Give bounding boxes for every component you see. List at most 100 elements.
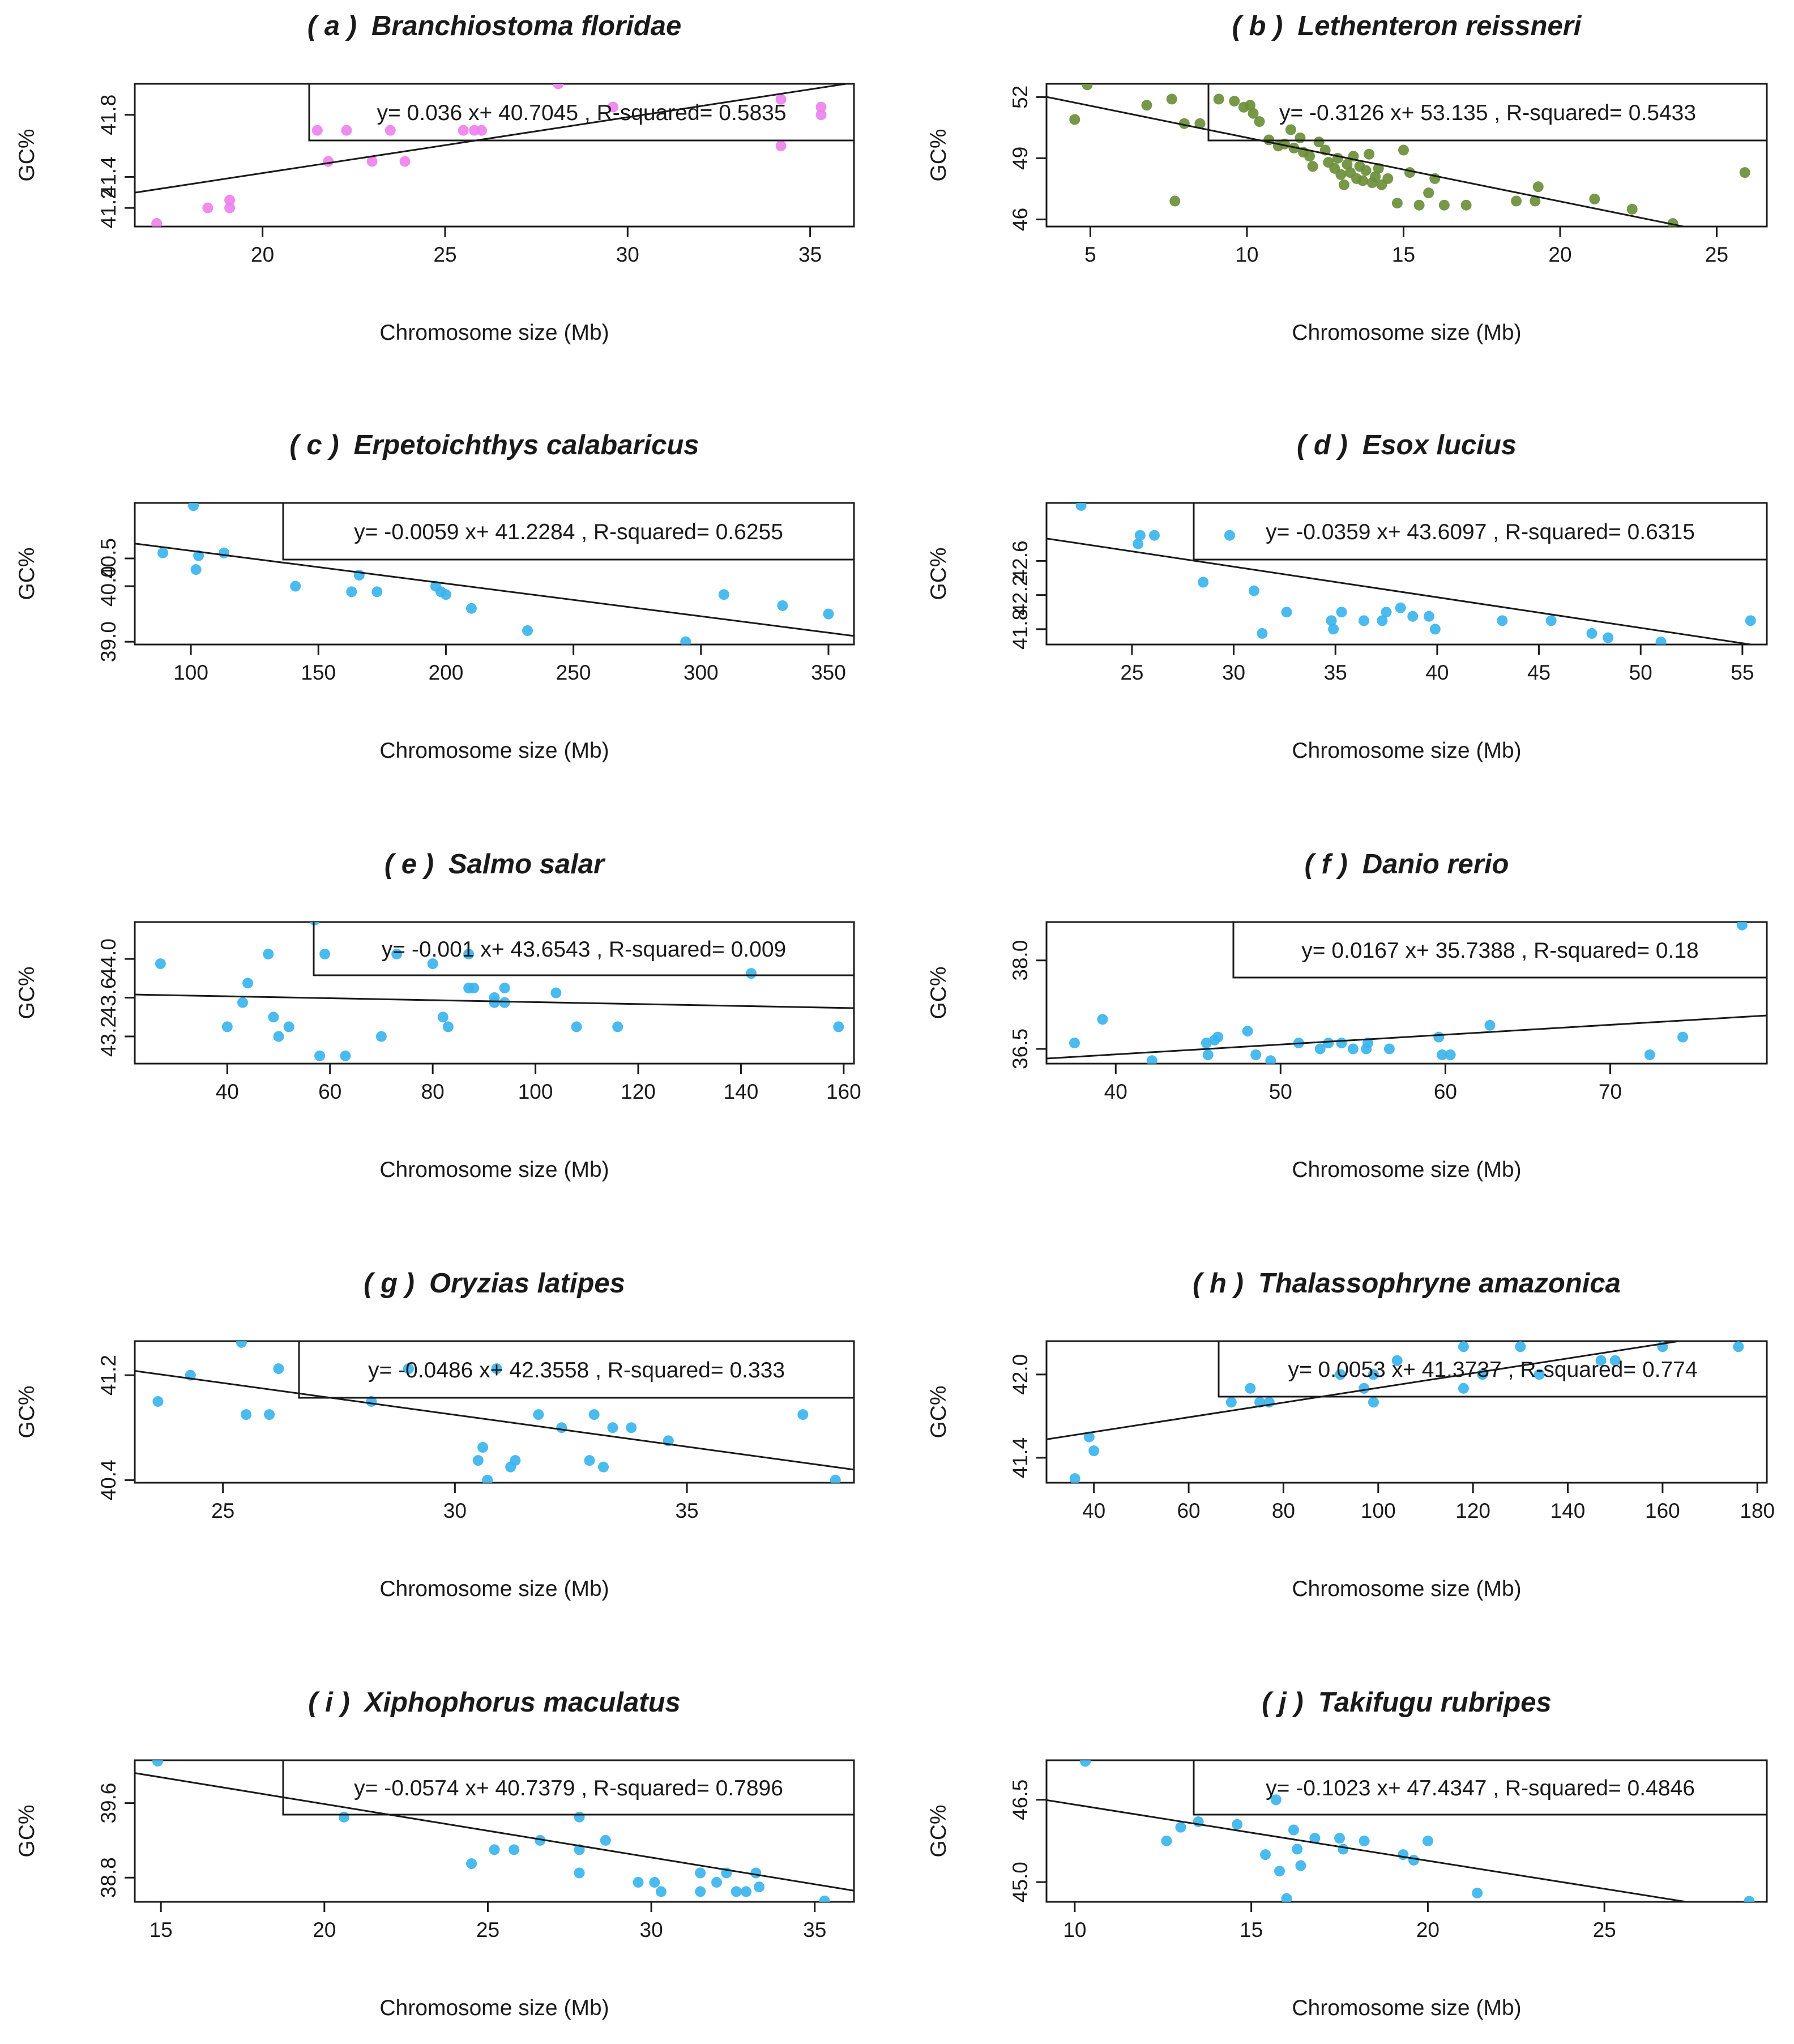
- x-tick-label: 15: [1392, 243, 1415, 266]
- x-tick-label: 35: [803, 1918, 826, 1941]
- data-point: [1304, 151, 1315, 162]
- data-point: [1249, 585, 1260, 596]
- x-axis-label: Chromosome size (Mb): [1292, 1577, 1521, 1601]
- data-point: [695, 1867, 706, 1879]
- x-tick-label: 20: [251, 243, 274, 266]
- plot-frame: [1045, 1759, 1768, 1903]
- plot-frame: [134, 1340, 855, 1484]
- y-tick-label: 39.0: [97, 621, 120, 662]
- data-point: [1342, 159, 1353, 170]
- panel-label: ( j ): [1262, 1687, 1303, 1718]
- data-point: [1472, 1887, 1483, 1898]
- y-tick-label: 41.8: [97, 95, 120, 135]
- data-point: [1141, 100, 1152, 111]
- data-point: [1381, 607, 1392, 618]
- data-point: [1295, 132, 1306, 143]
- x-tick-label: 60: [1434, 1080, 1457, 1103]
- y-tick-label: 36.5: [1009, 1029, 1032, 1069]
- data-point: [1359, 1835, 1370, 1846]
- data-point: [1069, 1473, 1080, 1483]
- data-point: [290, 581, 301, 592]
- data-point: [1075, 503, 1087, 511]
- data-point: [1314, 1043, 1326, 1055]
- data-point: [1370, 171, 1381, 182]
- data-point: [472, 1455, 484, 1466]
- panel-title: ( a ) Branchiostoma floridae: [307, 11, 681, 41]
- legend-box: y= -0.0486 x+ 42.3558 , R-squared= 0.333: [298, 1341, 854, 1399]
- data-point: [1069, 1038, 1080, 1049]
- panel-title: ( f ) Danio rerio: [1305, 849, 1509, 880]
- data-point: [1254, 116, 1265, 127]
- data-point: [1336, 607, 1347, 618]
- data-point: [1254, 1397, 1266, 1408]
- x-tick-label: 80: [421, 1080, 445, 1103]
- plot-frame: [134, 502, 855, 646]
- data-point: [1328, 624, 1339, 635]
- x-tick-label: 250: [556, 661, 591, 684]
- data-point: [1515, 1341, 1526, 1352]
- panel-title: ( g ) Oryzias latipes: [364, 1268, 625, 1299]
- panel-label: ( f ): [1305, 849, 1348, 880]
- x-axis-label: Chromosome size (Mb): [379, 1577, 609, 1601]
- data-point: [1603, 632, 1614, 643]
- data-point: [311, 125, 323, 136]
- data-point: [509, 1844, 520, 1855]
- data-point: [1429, 624, 1441, 635]
- data-point: [1257, 628, 1268, 639]
- legend-border: [1218, 1341, 1767, 1398]
- x-tick-label: 15: [1240, 1918, 1263, 1941]
- data-point: [633, 1876, 644, 1888]
- data-point: [314, 1050, 326, 1061]
- panel-title: ( j ) Takifugu rubripes: [1262, 1687, 1552, 1718]
- data-point: [1335, 1369, 1346, 1380]
- x-tick-label: 70: [1599, 1080, 1622, 1103]
- x-tick-label: 35: [1324, 661, 1347, 684]
- x-tick-label: 150: [301, 661, 336, 684]
- data-point: [535, 1834, 546, 1846]
- data-point: [1332, 152, 1343, 164]
- data-point: [626, 1422, 637, 1433]
- data-point: [1383, 1043, 1395, 1055]
- data-point: [1404, 167, 1416, 178]
- data-point: [1359, 615, 1370, 626]
- scatter-points: [151, 84, 827, 227]
- y-tick-label: 44.0: [97, 938, 120, 979]
- data-point: [338, 1811, 349, 1823]
- regression-equation: y= -0.001 x+ 43.6543 , R-squared= 0.009: [382, 937, 786, 962]
- plot-frame: [1045, 502, 1768, 646]
- data-point: [550, 987, 562, 998]
- data-point: [1292, 1844, 1303, 1855]
- data-point: [1281, 1893, 1292, 1902]
- x-tick-label: 25: [1593, 1918, 1616, 1941]
- data-point: [489, 997, 500, 1008]
- x-tick-label: 25: [1705, 243, 1728, 266]
- data-point: [465, 603, 477, 614]
- data-point: [612, 1021, 623, 1032]
- data-point: [1398, 1849, 1409, 1860]
- data-point: [1201, 1038, 1212, 1049]
- data-point: [1260, 1849, 1271, 1860]
- x-tick-label: 10: [1235, 243, 1258, 266]
- legend-box: y= 0.036 x+ 40.7045 , R-squared= 0.5835: [308, 84, 854, 142]
- data-point: [385, 125, 396, 136]
- panel-label: ( i ): [308, 1687, 349, 1718]
- data-point: [1391, 1355, 1403, 1366]
- y-axis-label: GC%: [926, 966, 951, 1019]
- scatter-points: [157, 503, 834, 645]
- panel-title: ( e ) Salmo salar: [385, 849, 606, 880]
- species-name: Salmo salar: [448, 849, 606, 880]
- data-point: [236, 1341, 247, 1348]
- data-point: [440, 589, 451, 600]
- scatter-points: [155, 922, 844, 1061]
- data-point: [1309, 1833, 1321, 1844]
- x-tick-label: 30: [640, 1918, 663, 1941]
- y-tick-label: 43.2: [97, 1016, 120, 1057]
- data-point: [1595, 1355, 1607, 1366]
- x-axis-label: Chromosome size (Mb): [379, 739, 609, 763]
- data-point: [1245, 1382, 1256, 1394]
- data-point: [346, 586, 357, 598]
- data-point: [152, 1396, 164, 1407]
- data-point: [608, 101, 619, 113]
- x-tick-label: 40: [1425, 661, 1449, 684]
- data-point: [1497, 615, 1508, 626]
